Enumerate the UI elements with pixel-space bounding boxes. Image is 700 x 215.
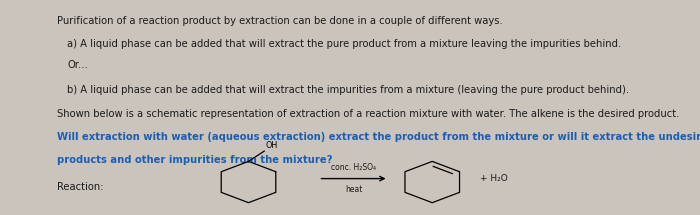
- Text: OH: OH: [265, 141, 277, 150]
- Text: Purification of a reaction product by extraction can be done in a couple of diff: Purification of a reaction product by ex…: [57, 15, 503, 26]
- Text: a) A liquid phase can be added that will extract the pure product from a mixture: a) A liquid phase can be added that will…: [67, 39, 622, 49]
- Text: Shown below is a schematic representation of extraction of a reaction mixture wi: Shown below is a schematic representatio…: [57, 109, 680, 118]
- Text: products and other impurities from the mixture?: products and other impurities from the m…: [57, 155, 332, 165]
- Text: conc. H₂SO₄: conc. H₂SO₄: [331, 163, 376, 172]
- Text: heat: heat: [345, 186, 362, 195]
- Text: b) A liquid phase can be added that will extract the impurities from a mixture (: b) A liquid phase can be added that will…: [67, 85, 629, 95]
- Text: Will extraction with water (aqueous extraction) extract the product from the mix: Will extraction with water (aqueous extr…: [57, 132, 700, 142]
- Text: + H₂O: + H₂O: [480, 174, 508, 183]
- Text: Or...: Or...: [67, 60, 88, 70]
- Text: Reaction:: Reaction:: [57, 182, 104, 192]
